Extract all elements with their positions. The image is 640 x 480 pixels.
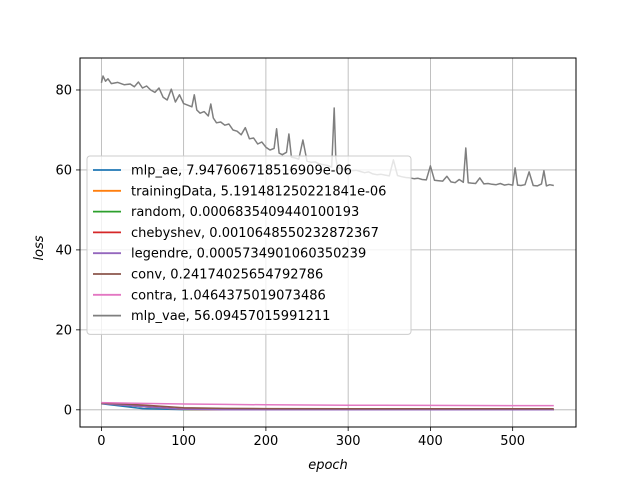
y-tick-label: 40 [55,243,72,258]
x-tick-label: 200 [253,434,278,449]
legend-label: conv, 0.24174025654792786 [131,268,323,283]
y-tick-label: 0 [64,403,72,418]
x-axis-label: epoch [308,458,348,473]
legend-box [86,155,412,335]
legend-label: legendre, 0.0005734901060350239 [131,247,366,262]
legend-item[interactable]: random, 0.0006835409440100193 [93,205,359,220]
legend-item[interactable]: contra, 1.0464375019073486 [93,288,326,303]
legend-label: chebyshev, 0.0010648550232872367 [131,226,379,241]
series-line-4 [101,402,554,411]
x-tick-label: 400 [418,434,443,449]
axes-frame [79,57,577,428]
legend-label: random, 0.0006835409440100193 [131,205,359,220]
legend-item[interactable]: conv, 0.24174025654792786 [93,268,323,283]
legend-item[interactable]: legendre, 0.0005734901060350239 [93,247,366,262]
legend-item[interactable]: trainingData, 5.191481250221841e-06 [93,184,386,199]
legend-label: contra, 1.0464375019073486 [131,288,326,303]
series-line-6 [101,401,554,407]
y-tick-label: 60 [55,163,72,178]
legend[interactable]: mlp_ae, 7.947606718516909e-06 trainingDat… [86,155,412,335]
y-tick-label: 20 [55,323,72,338]
x-tick-label: 300 [336,434,361,449]
legend-label: trainingData, 5.191481250221841e-06 [131,184,386,199]
legend-item[interactable]: chebyshev, 0.0010648550232872367 [93,226,379,241]
y-tick-label: 80 [55,83,72,98]
legend-label: mlp_vae, 56.09457015991211 [131,309,330,324]
series-line-5 [101,402,554,410]
legend-item[interactable]: mlp_vae, 56.09457015991211 [93,309,330,324]
y-axis-label: loss [32,235,47,260]
legend-item[interactable]: mlp_ae, 7.947606718516909e-06 [93,164,352,179]
y-axis-ticks: 0 20 40 60 80 [55,83,80,418]
x-tick-label: 100 [171,434,196,449]
x-axis-ticks: 0 100 200 300 400 500 [97,427,525,449]
legend-label: mlp_ae, 7.947606718516909e-06 [131,164,352,179]
x-tick-label: 500 [500,434,525,449]
x-tick-label: 0 [97,434,105,449]
